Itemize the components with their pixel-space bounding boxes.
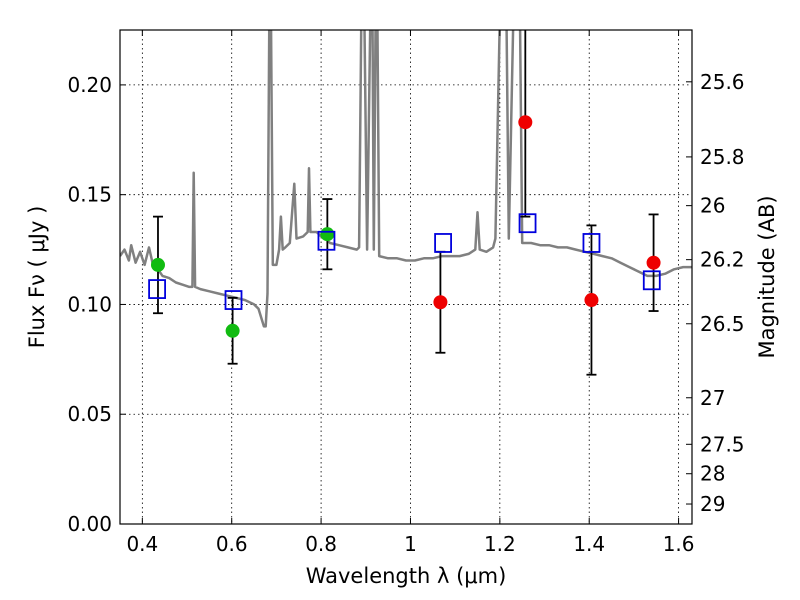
y-tick-label: 0.10 — [67, 292, 112, 316]
y-tick-label: 0.00 — [67, 512, 112, 536]
x-tick-label: 1 — [404, 532, 417, 556]
model-square-marker — [518, 213, 537, 234]
y-tick-label: 0.20 — [67, 73, 112, 97]
red-data-point — [518, 115, 533, 130]
axis-ticks: 0.4 0.6 0.8 1 1.2 1.4 1.6 0.00 0.05 0.10 0.15 0.20 2… — [67, 30, 745, 556]
x-tick-label: 1.6 — [663, 532, 695, 556]
x-tick-label: 1.2 — [484, 532, 516, 556]
green-data-point — [225, 323, 240, 338]
right-tick-label: 28 — [700, 462, 725, 486]
right-tick-label: 26 — [700, 194, 725, 218]
model-square-marker — [224, 290, 243, 310]
x-axis-label: Wavelength λ (μm) — [306, 564, 507, 588]
right-tick-label: 26.2 — [700, 248, 745, 272]
model-square-marker — [582, 233, 601, 253]
red-data-point — [646, 255, 661, 270]
right-tick-label: 25.8 — [700, 145, 745, 169]
right-axis-label: Magnitude (AB) — [755, 195, 779, 358]
right-tick-label: 26.5 — [700, 312, 745, 336]
green-data-point — [150, 257, 165, 272]
right-tick-label: 25.6 — [700, 70, 745, 94]
model-spectrum-line — [120, 30, 692, 328]
x-tick-label: 0.6 — [216, 532, 248, 556]
y-tick-label: 0.15 — [67, 183, 112, 207]
x-tick-label: 0.8 — [305, 532, 337, 556]
red-data-point — [584, 293, 599, 308]
x-tick-label: 1.4 — [573, 532, 605, 556]
grid — [120, 30, 692, 525]
green-data-point — [320, 227, 335, 242]
right-tick-label: 29 — [700, 492, 725, 516]
model-square-marker — [434, 233, 452, 253]
model-square-marker — [317, 230, 336, 251]
y-tick-label: 0.05 — [67, 402, 112, 426]
model-square-marker — [642, 270, 661, 291]
right-tick-label: 27 — [700, 386, 725, 410]
x-tick-label: 0.4 — [126, 532, 158, 556]
right-tick-label: 27.5 — [700, 432, 745, 456]
model-square-marker — [148, 279, 166, 299]
plot-area — [120, 30, 692, 376]
red-data-point — [433, 295, 448, 310]
y-axis-label: Flux Fν ( μJy ) — [25, 206, 49, 349]
plot-frame — [119, 29, 693, 525]
